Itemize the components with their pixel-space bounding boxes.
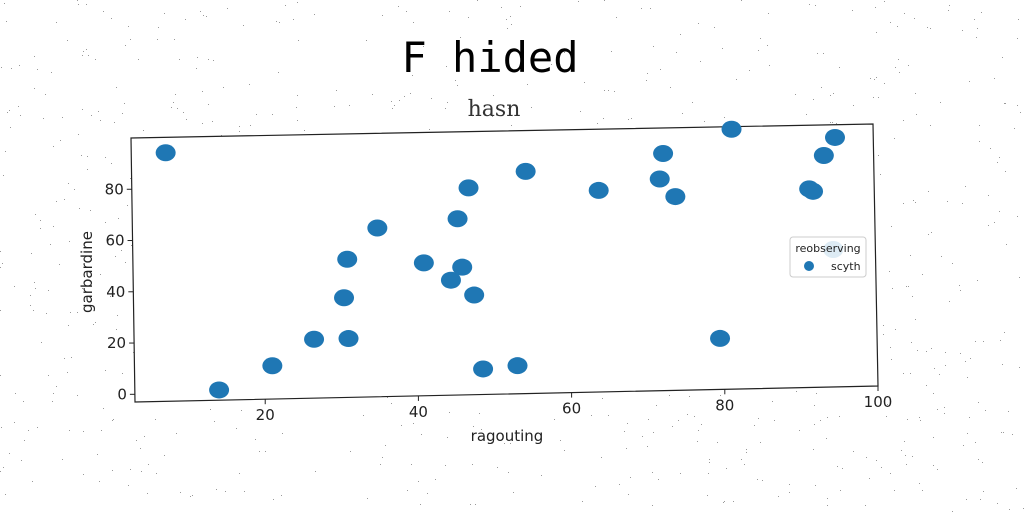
scatter-point — [473, 360, 494, 378]
legend-title: reobserving — [795, 242, 860, 255]
legend: reobserving scyth — [789, 236, 867, 278]
scatter-point — [337, 250, 358, 268]
y-tick-label: 60 — [105, 232, 124, 250]
scatter-point — [721, 120, 742, 138]
scatter-point — [515, 162, 536, 180]
y-axis-label: garbardine — [78, 231, 96, 313]
x-tick-label: 60 — [562, 400, 581, 418]
chart-suptitle: F hided — [401, 33, 578, 82]
scatter-point — [367, 219, 388, 237]
plot-area: 20 40 60 80 100 0 20 40 60 80 reobserving scyth — [105, 120, 893, 424]
scatter-point — [334, 289, 355, 307]
scatter-point — [440, 271, 461, 289]
scatter-point — [665, 188, 686, 206]
scatter-point — [813, 146, 834, 164]
x-tick-label: 40 — [409, 403, 428, 421]
x-axis-label: ragouting — [471, 427, 544, 445]
scatter-point — [155, 144, 176, 162]
y-tick-label: 40 — [106, 283, 125, 301]
scatter-point — [653, 144, 674, 162]
y-tick-label: 0 — [117, 385, 127, 403]
scatter-point — [304, 330, 325, 348]
legend-label: scyth — [831, 260, 861, 273]
y-tick-label: 80 — [105, 180, 124, 198]
x-tick-label: 80 — [715, 396, 734, 414]
legend-marker — [804, 261, 814, 271]
data-points — [155, 120, 845, 399]
scatter-point — [452, 258, 473, 276]
scatter-point — [338, 330, 359, 348]
scatter-point — [649, 170, 670, 188]
scatter-point — [710, 329, 731, 347]
x-tick-label: 100 — [864, 393, 893, 411]
scatter-point — [209, 381, 230, 399]
scatter-point — [588, 181, 609, 199]
axis-ticks: 20 40 60 80 100 0 20 40 60 80 — [105, 180, 893, 424]
x-tick-label: 20 — [256, 406, 275, 424]
scatter-point — [413, 254, 434, 272]
axes-frame — [130, 123, 879, 403]
scatter-point — [803, 182, 824, 200]
scatter-point — [824, 128, 845, 146]
scatter-point — [464, 286, 485, 304]
scatter-point — [447, 210, 468, 228]
y-tick-label: 20 — [107, 334, 126, 352]
scatter-point — [458, 179, 479, 197]
chart-title: hasn — [468, 97, 521, 122]
scatter-point — [262, 357, 283, 375]
scatter-point — [507, 357, 528, 375]
